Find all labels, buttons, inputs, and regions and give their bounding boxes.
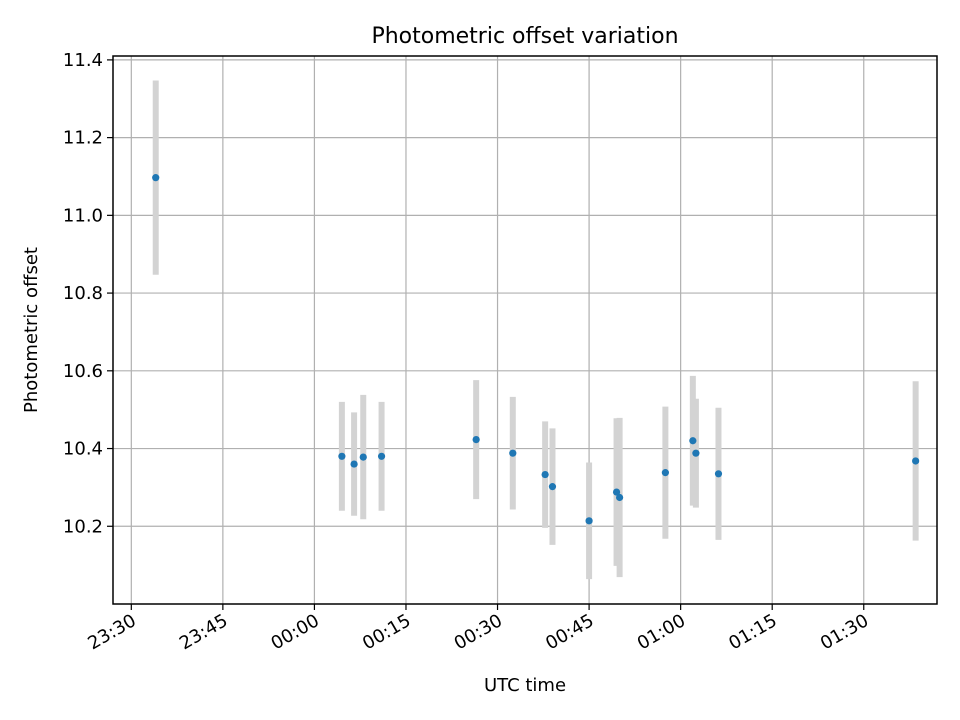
y-tick-label: 10.8 [63,283,103,304]
x-tick-label: 01:30 [817,610,872,654]
data-point [692,449,700,457]
x-axis-label: UTC time [484,675,566,696]
x-tick-label: 00:15 [359,610,414,654]
y-tick-label: 11.4 [63,50,103,71]
x-tick-label: 00:45 [542,610,597,654]
x-tick-label: 23:45 [176,610,231,654]
error-bars [152,80,919,580]
y-tick-label: 11.0 [63,205,103,226]
data-point [359,453,367,461]
data-point [616,493,624,502]
x-tick-label: 23:30 [84,610,139,654]
data-point [472,436,480,444]
data-point [152,174,160,182]
data-point [661,469,669,477]
x-tick-label: 00:00 [267,610,322,654]
y-axis-label: Photometric offset [21,247,42,413]
data-point [548,483,557,491]
data-point [338,452,346,460]
data-point [541,470,549,479]
grid [113,56,937,604]
data-points [152,174,920,525]
x-tick-label: 00:30 [451,610,506,654]
y-axis-ticks: 10.2 10.4 10.6 10.8 11.0 11.2 11.4 [63,50,113,537]
data-point [509,449,517,457]
data-point [585,517,593,525]
data-point [912,457,920,465]
data-point [714,470,723,478]
data-point [377,452,386,460]
y-tick-label: 11.2 [63,128,103,149]
y-tick-label: 10.6 [63,361,103,382]
data-point [612,488,621,496]
y-tick-label: 10.4 [63,439,103,460]
x-axis-ticks: 23:30 23:45 00:00 00:15 00:30 00:45 01:00 01:15… [84,604,872,654]
chart-title: Photometric offset variation [371,24,678,49]
x-tick-label: 01:15 [725,610,780,654]
plot-area-frame [112,55,938,605]
data-point [350,460,358,468]
y-tick-label: 10.2 [63,516,103,537]
data-point [689,437,697,445]
x-tick-label: 01:00 [634,610,689,654]
